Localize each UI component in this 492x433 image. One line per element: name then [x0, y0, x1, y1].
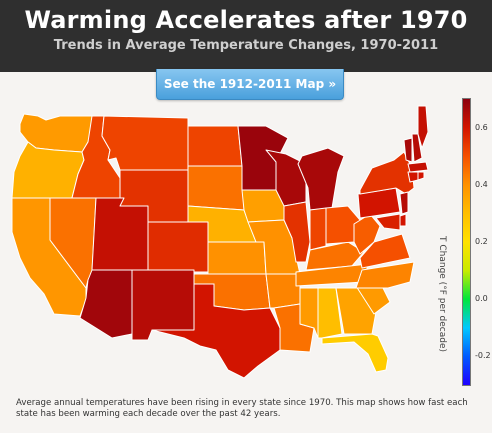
legend-axis-label: T Change (°F per decade) — [437, 236, 447, 353]
legend-tick: 0.0 — [475, 294, 488, 304]
state-ct — [407, 171, 419, 183]
state-tx — [151, 283, 281, 379]
legend-tick: 0.6 — [475, 122, 488, 132]
see-1912-2011-map-button[interactable]: See the 1912-2011 Map » — [156, 69, 344, 100]
state-me — [417, 105, 429, 149]
us-map — [8, 102, 429, 382]
header-bar: Warming Accelerates after 1970 Trends in… — [0, 0, 492, 72]
page-subtitle: Trends in Average Temperature Changes, 1… — [53, 38, 439, 53]
state-ar — [265, 273, 301, 309]
state-de — [399, 213, 407, 227]
state-ks — [207, 241, 267, 275]
state-co — [147, 221, 209, 273]
state-nc — [355, 261, 415, 289]
legend-tick: 0.2 — [475, 237, 488, 246]
state-ms — [299, 287, 319, 339]
state-nh — [411, 133, 423, 163]
state-ri — [417, 171, 425, 181]
map-caption: Average annual temperatures have been ri… — [16, 398, 468, 419]
state-fl — [321, 333, 389, 373]
us-states-map — [11, 105, 429, 379]
state-ut — [91, 197, 149, 271]
state-al — [317, 287, 343, 339]
legend-tick: -0.2 — [475, 351, 491, 361]
state-va — [359, 233, 411, 269]
legend-tick: 0.4 — [475, 179, 488, 189]
page-title: Warming Accelerates after 1970 — [24, 6, 468, 34]
state-vt — [403, 137, 413, 163]
state-in — [309, 207, 327, 251]
color-legend: 0.6 0.4 0.2 0.0 -0.2 — [462, 98, 492, 386]
state-az — [79, 269, 133, 339]
state-mt — [101, 115, 189, 171]
state-ma — [407, 161, 429, 173]
color-scale-bar — [462, 98, 471, 386]
state-md — [375, 213, 401, 231]
state-nd — [187, 125, 243, 167]
state-nj — [399, 191, 409, 215]
state-sd — [187, 165, 245, 211]
state-il — [283, 201, 311, 263]
